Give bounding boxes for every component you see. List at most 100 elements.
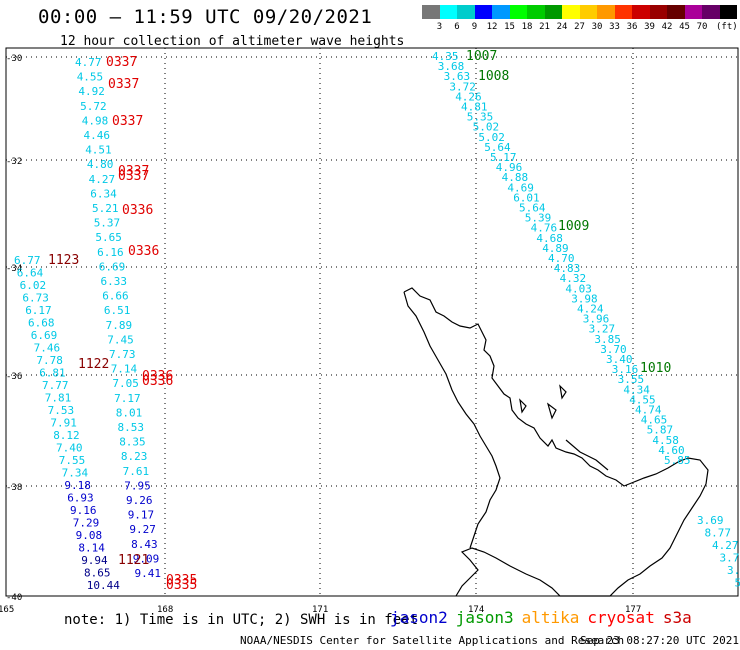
generated-timestamp: Sep 23 08:27:20 UTC 2021 — [580, 634, 739, 647]
wave-height-label-b: 6.73 — [22, 292, 49, 305]
wave-height-label-a: 9.17 — [128, 509, 155, 522]
latitude-label: -32 — [6, 157, 22, 167]
wave-height-label-a: 4.46 — [84, 129, 111, 142]
wave-height-label-b: 7.78 — [36, 354, 63, 367]
wave-height-label-a: 8.35 — [119, 436, 146, 449]
latitude-label: -34 — [6, 264, 22, 274]
wave-height-label-b: 9.94 — [81, 554, 108, 567]
wave-height-label-a: 7.95 — [124, 479, 151, 492]
wave-height-label-b: 6.69 — [31, 329, 58, 342]
latitude-label: -36 — [6, 372, 22, 382]
pass-time-cryosat: 0336 — [122, 203, 153, 218]
wave-height-label-b: 7.34 — [62, 467, 89, 480]
wave-height-label-c: 6.01 — [513, 191, 540, 204]
new-zealand-coastline — [403, 287, 709, 597]
legend-tick-label: 30 — [591, 22, 603, 32]
wave-height-label-b: 7.53 — [48, 404, 75, 417]
wave-height-label-c: 4.32 — [560, 272, 587, 285]
wave-height-label-c: 4.89 — [542, 242, 569, 255]
wave-height-label-c: 3.72 — [449, 80, 476, 93]
pass-time-cryosat: 0336 — [128, 244, 159, 259]
map-subtitle: 12 hour collection of altimeter wave hei… — [60, 34, 405, 49]
legend-tick-label: 15 — [504, 22, 515, 32]
wave-height-label-a: 8.01 — [116, 406, 143, 419]
wave-height-label-b: 7.77 — [42, 379, 69, 392]
legend-tick-label: 33 — [609, 22, 620, 32]
wave-height-label-c: 4.88 — [502, 171, 528, 184]
wave-height-label-c: 3.63 — [444, 70, 471, 83]
pass-time-cryosat: 0335 — [166, 573, 197, 588]
wave-height-label-d: 8.77 — [705, 527, 732, 540]
wave-height-label-a: 4.51 — [85, 144, 112, 157]
wave-height-label-c: 4.74 — [635, 404, 662, 417]
wave-height-label-b: 9.18 — [64, 479, 91, 492]
legend-tick-label: 3 — [436, 22, 443, 32]
legend-swatch — [579, 5, 597, 19]
pass-time-cryosat: 0335 — [166, 578, 197, 593]
wave-height-label-c: 5.39 — [525, 212, 552, 225]
satellite-legend-item: cryosat — [587, 608, 655, 627]
north-island-west-coast — [403, 291, 501, 549]
wave-height-label-c: 3.85 — [594, 333, 621, 346]
wave-height-label-a: 7.14 — [111, 363, 138, 376]
wave-height-label-d: 3.69 — [697, 514, 724, 527]
pass-time-cryosat: 0337 — [118, 164, 149, 179]
wave-height-label-a: 8.53 — [118, 421, 145, 434]
legend-tick-label: 70 — [696, 22, 708, 32]
legend-tick-label: 9 — [471, 22, 478, 32]
wave-height-label-a: 6.69 — [99, 260, 126, 273]
wave-height-label-c: 4.96 — [496, 161, 523, 174]
map-title: 00:00 – 11:59 UTC 09/20/2021 — [38, 6, 373, 28]
legend-swatch — [527, 5, 545, 19]
wave-height-label-c: 4.81 — [461, 101, 488, 114]
wave-height-label-a: 8.23 — [121, 450, 147, 463]
wave-height-label-c: 3.40 — [606, 353, 633, 366]
latitude-label: -38 — [6, 483, 22, 493]
wave-height-label-c: 3.55 — [618, 373, 645, 386]
longitude-label: 177 — [625, 605, 641, 615]
wave-height-label-a: 4.98 — [82, 114, 109, 127]
pass-time-cryosat: 0336 — [142, 369, 173, 384]
legend-swatch — [667, 5, 685, 19]
wave-height-label-a: 5.72 — [80, 100, 107, 113]
wave-height-label-b: 6.77 — [14, 254, 41, 267]
wave-height-label-c: 4.55 — [629, 393, 656, 406]
satellite-legend: jason2 jason3 altika cryosat s3a — [390, 608, 700, 627]
wave-height-label-b: 9.16 — [70, 504, 97, 517]
wave-height-label-c: 3.16 — [612, 363, 639, 376]
wave-height-label-b: 7.46 — [34, 342, 61, 355]
credit-line: NOAA/NESDIS Center for Satellite Applica… — [240, 634, 625, 647]
color-legend-unit: (ft) — [716, 22, 738, 32]
wave-height-label-c: 4.76 — [531, 222, 558, 235]
wave-height-label-a: 9.41 — [135, 567, 162, 580]
wave-height-label-c: 5.85 — [664, 454, 691, 467]
wave-height-label-c: 3.27 — [589, 323, 616, 336]
wave-height-label-d: 3.83 — [727, 564, 740, 577]
wave-height-label-a: 4.92 — [78, 85, 105, 98]
wave-height-label-c: 4.26 — [455, 90, 482, 103]
satellite-legend-item: jason2 — [390, 608, 448, 627]
latitude-label: -30 — [6, 54, 22, 64]
wave-height-label-c: 3.96 — [583, 313, 610, 326]
wave-height-label-b: 6.93 — [67, 492, 94, 505]
pass-time-s3a: 1121 — [118, 553, 149, 568]
legend-tick-label: 27 — [574, 22, 585, 32]
pass-time-cryosat: 0337 — [112, 114, 143, 129]
wave-height-label-b: 6.68 — [28, 317, 55, 330]
longitude-label: 171 — [312, 605, 328, 615]
wave-height-label-a: 9.27 — [129, 523, 156, 536]
latitude-label: -40 — [6, 593, 22, 603]
wave-height-label-a: 5.65 — [95, 231, 122, 244]
wave-height-label-c: 5.64 — [484, 141, 511, 154]
legend-swatch — [684, 5, 702, 19]
satellite-legend-item: s3a — [662, 608, 692, 627]
pass-time-cryosat: 0337 — [118, 169, 149, 184]
legend-tick-label: 18 — [521, 22, 533, 32]
legend-swatch — [439, 5, 457, 19]
north-island-outline — [403, 287, 709, 597]
wave-height-label-a: 9.26 — [126, 494, 153, 507]
wave-height-label-c: 4.68 — [536, 232, 563, 245]
wave-height-label-a: 4.55 — [77, 71, 104, 84]
wave-height-label-c: 5.17 — [490, 151, 517, 164]
